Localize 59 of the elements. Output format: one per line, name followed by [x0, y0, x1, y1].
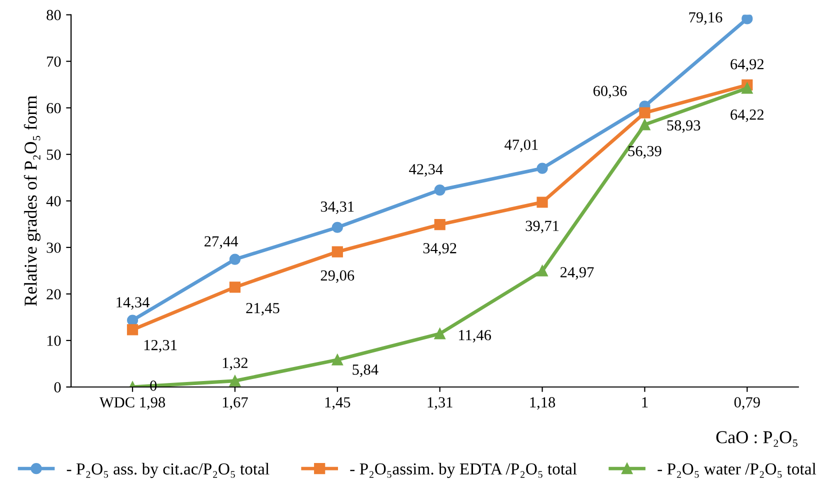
point: [126, 314, 138, 326]
data-label: 42,34: [409, 164, 443, 177]
y-tick-label: 80: [46, 10, 61, 20]
point: [126, 324, 138, 336]
x-tick-label: 0,79: [734, 397, 760, 410]
y-tick-label: 30: [46, 242, 61, 253]
y-tick-label: 0: [54, 382, 61, 392]
point: [229, 254, 241, 265]
data-label: 34,92: [423, 243, 456, 256]
data-label: 29,06: [320, 270, 354, 283]
y-tick-label: 50: [46, 150, 61, 160]
y-axis-title: Relative grades of P₂O₅ form: [24, 96, 41, 306]
point: [434, 184, 446, 196]
x-tick-label: 1,31: [428, 397, 452, 410]
point: [639, 107, 650, 118]
data-label: 14,34: [116, 297, 150, 310]
x-tick-label: 1,67: [222, 397, 248, 410]
x-tick-label: 1,45: [325, 397, 350, 410]
y-tick-label: 20: [46, 289, 61, 300]
point: [332, 246, 343, 258]
data-label: 12,31: [144, 340, 177, 352]
y-tick-label: 40: [46, 196, 61, 206]
y-tick-label: 10: [47, 336, 61, 346]
point: [332, 354, 343, 366]
point: [536, 265, 548, 276]
point: [536, 196, 548, 208]
data-label: 47,01: [504, 140, 538, 152]
point: [229, 282, 241, 293]
x-tick-label: 1: [642, 397, 648, 408]
data-label: 5,84: [352, 364, 378, 377]
data-label: 11,46: [459, 330, 492, 342]
x-tick-label: WDC 1,98: [99, 397, 166, 410]
point: [742, 14, 753, 24]
data-label: 60,36: [593, 86, 627, 98]
data-label: 24,97: [560, 267, 594, 280]
point: [434, 328, 446, 340]
data-label: 21,45: [246, 302, 280, 316]
data-label: 64,22: [730, 110, 764, 122]
y-tick-label: 60: [46, 102, 61, 114]
x-tick-label: 1,18: [530, 397, 556, 410]
data-label: 56,39: [628, 146, 662, 158]
data-label: 58,93: [667, 120, 700, 133]
point: [434, 218, 446, 230]
legend-label: - P₂O₅assim. by EDTA /P₂O₅ total: [350, 462, 577, 478]
point: [742, 82, 753, 94]
y-tick-label: 70: [47, 56, 61, 67]
data-label: 34,31: [320, 201, 354, 214]
data-label: 1,32: [222, 358, 248, 370]
data-label: 27,44: [204, 236, 238, 249]
point: [229, 375, 241, 386]
legend-label: - P₂O₅ ass. by cit.ac/P₂O₅ total: [66, 462, 270, 478]
point: [332, 222, 343, 233]
data-label: 64,92: [730, 59, 764, 72]
x-axis-title: CaO : P₂O₅: [716, 431, 798, 447]
legend-label: - P₂O₅ water /P₂O₅ total: [658, 462, 816, 478]
point: [639, 119, 650, 130]
data-label: 79,16: [689, 12, 722, 25]
point: [536, 162, 548, 174]
data-label: 39,71: [526, 220, 559, 234]
